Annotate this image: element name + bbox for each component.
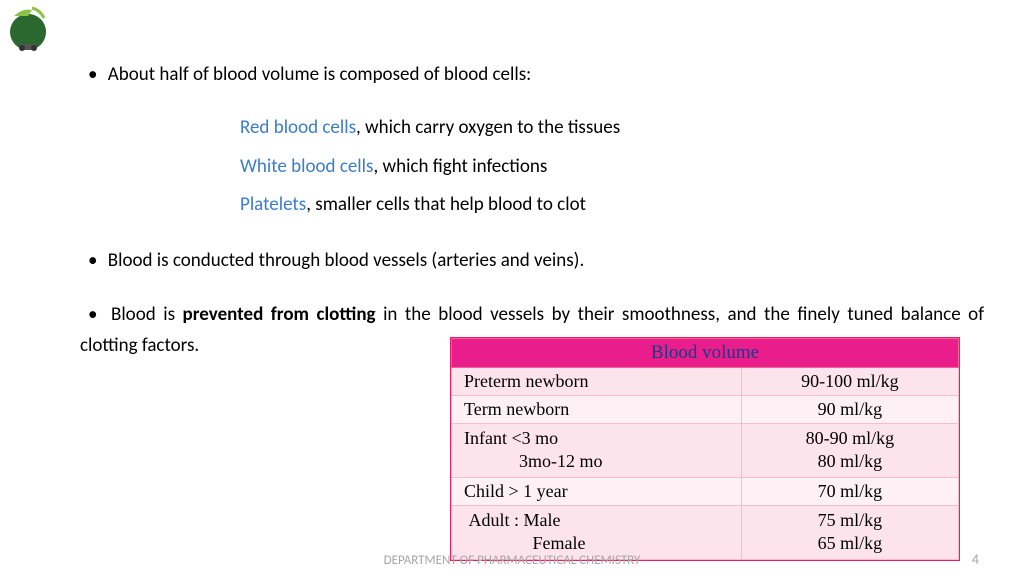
sub-platelets-rest: , smaller cells that help blood to clot (306, 193, 586, 216)
bullet-3-a: Blood is (111, 303, 183, 326)
sub-list: Red blood cells, which carry oxygen to t… (240, 114, 984, 220)
sub-item-platelets: Platelets, smaller cells that help blood… (240, 191, 984, 220)
sub-wbc-rest: , which fight infections (373, 155, 547, 178)
cell-val: 90-100 ml/kg (741, 368, 958, 396)
table-row: Child > 1 year 70 ml/kg (452, 477, 959, 505)
sub-rbc-rest: , which carry oxygen to the tissues (356, 116, 620, 139)
cell-val: 80-90 ml/kg80 ml/kg (741, 424, 958, 478)
cell-cat: Term newborn (452, 396, 742, 424)
logo-icon (2, 2, 54, 54)
cell-cat: Preterm newborn (452, 368, 742, 396)
bullet-2-text: Blood is conducted through blood vessels… (108, 249, 584, 272)
bullet-1: About half of blood volume is composed o… (80, 60, 984, 90)
cell-val: 90 ml/kg (741, 396, 958, 424)
footer-text: DEPARTMENT OF PHARMACEUTICAL CHEMISTRY (0, 553, 1024, 568)
cell-val: 70 ml/kg (741, 477, 958, 505)
table-header: Blood volume (452, 339, 959, 368)
table-row: Preterm newborn 90-100 ml/kg (452, 368, 959, 396)
page-number: 4 (972, 551, 979, 568)
bullet-1-text: About half of blood volume is composed o… (108, 63, 531, 86)
table-row: Term newborn 90 ml/kg (452, 396, 959, 424)
cell-cat: Child > 1 year (452, 477, 742, 505)
bullet-3-bold: prevented from clotting (183, 303, 376, 326)
table-row: Adult : Male Female 75 ml/kg65 ml/kg (452, 505, 959, 559)
sub-item-rbc: Red blood cells, which carry oxygen to t… (240, 114, 984, 143)
sub-item-wbc: White blood cells, which fight infection… (240, 153, 984, 182)
cell-val: 75 ml/kg65 ml/kg (741, 505, 958, 559)
blood-volume-table: Blood volume Preterm newborn 90-100 ml/k… (450, 337, 960, 561)
link-rbc[interactable]: Red blood cells (240, 116, 356, 139)
cell-cat: Infant <3 mo3mo-12 mo (452, 424, 742, 478)
link-platelets[interactable]: Platelets (240, 193, 306, 216)
bullet-2: Blood is conducted through blood vessels… (80, 246, 984, 276)
table-row: Infant <3 mo3mo-12 mo 80-90 ml/kg80 ml/k… (452, 424, 959, 478)
cell-cat: Adult : Male Female (452, 505, 742, 559)
link-wbc[interactable]: White blood cells (240, 155, 373, 178)
